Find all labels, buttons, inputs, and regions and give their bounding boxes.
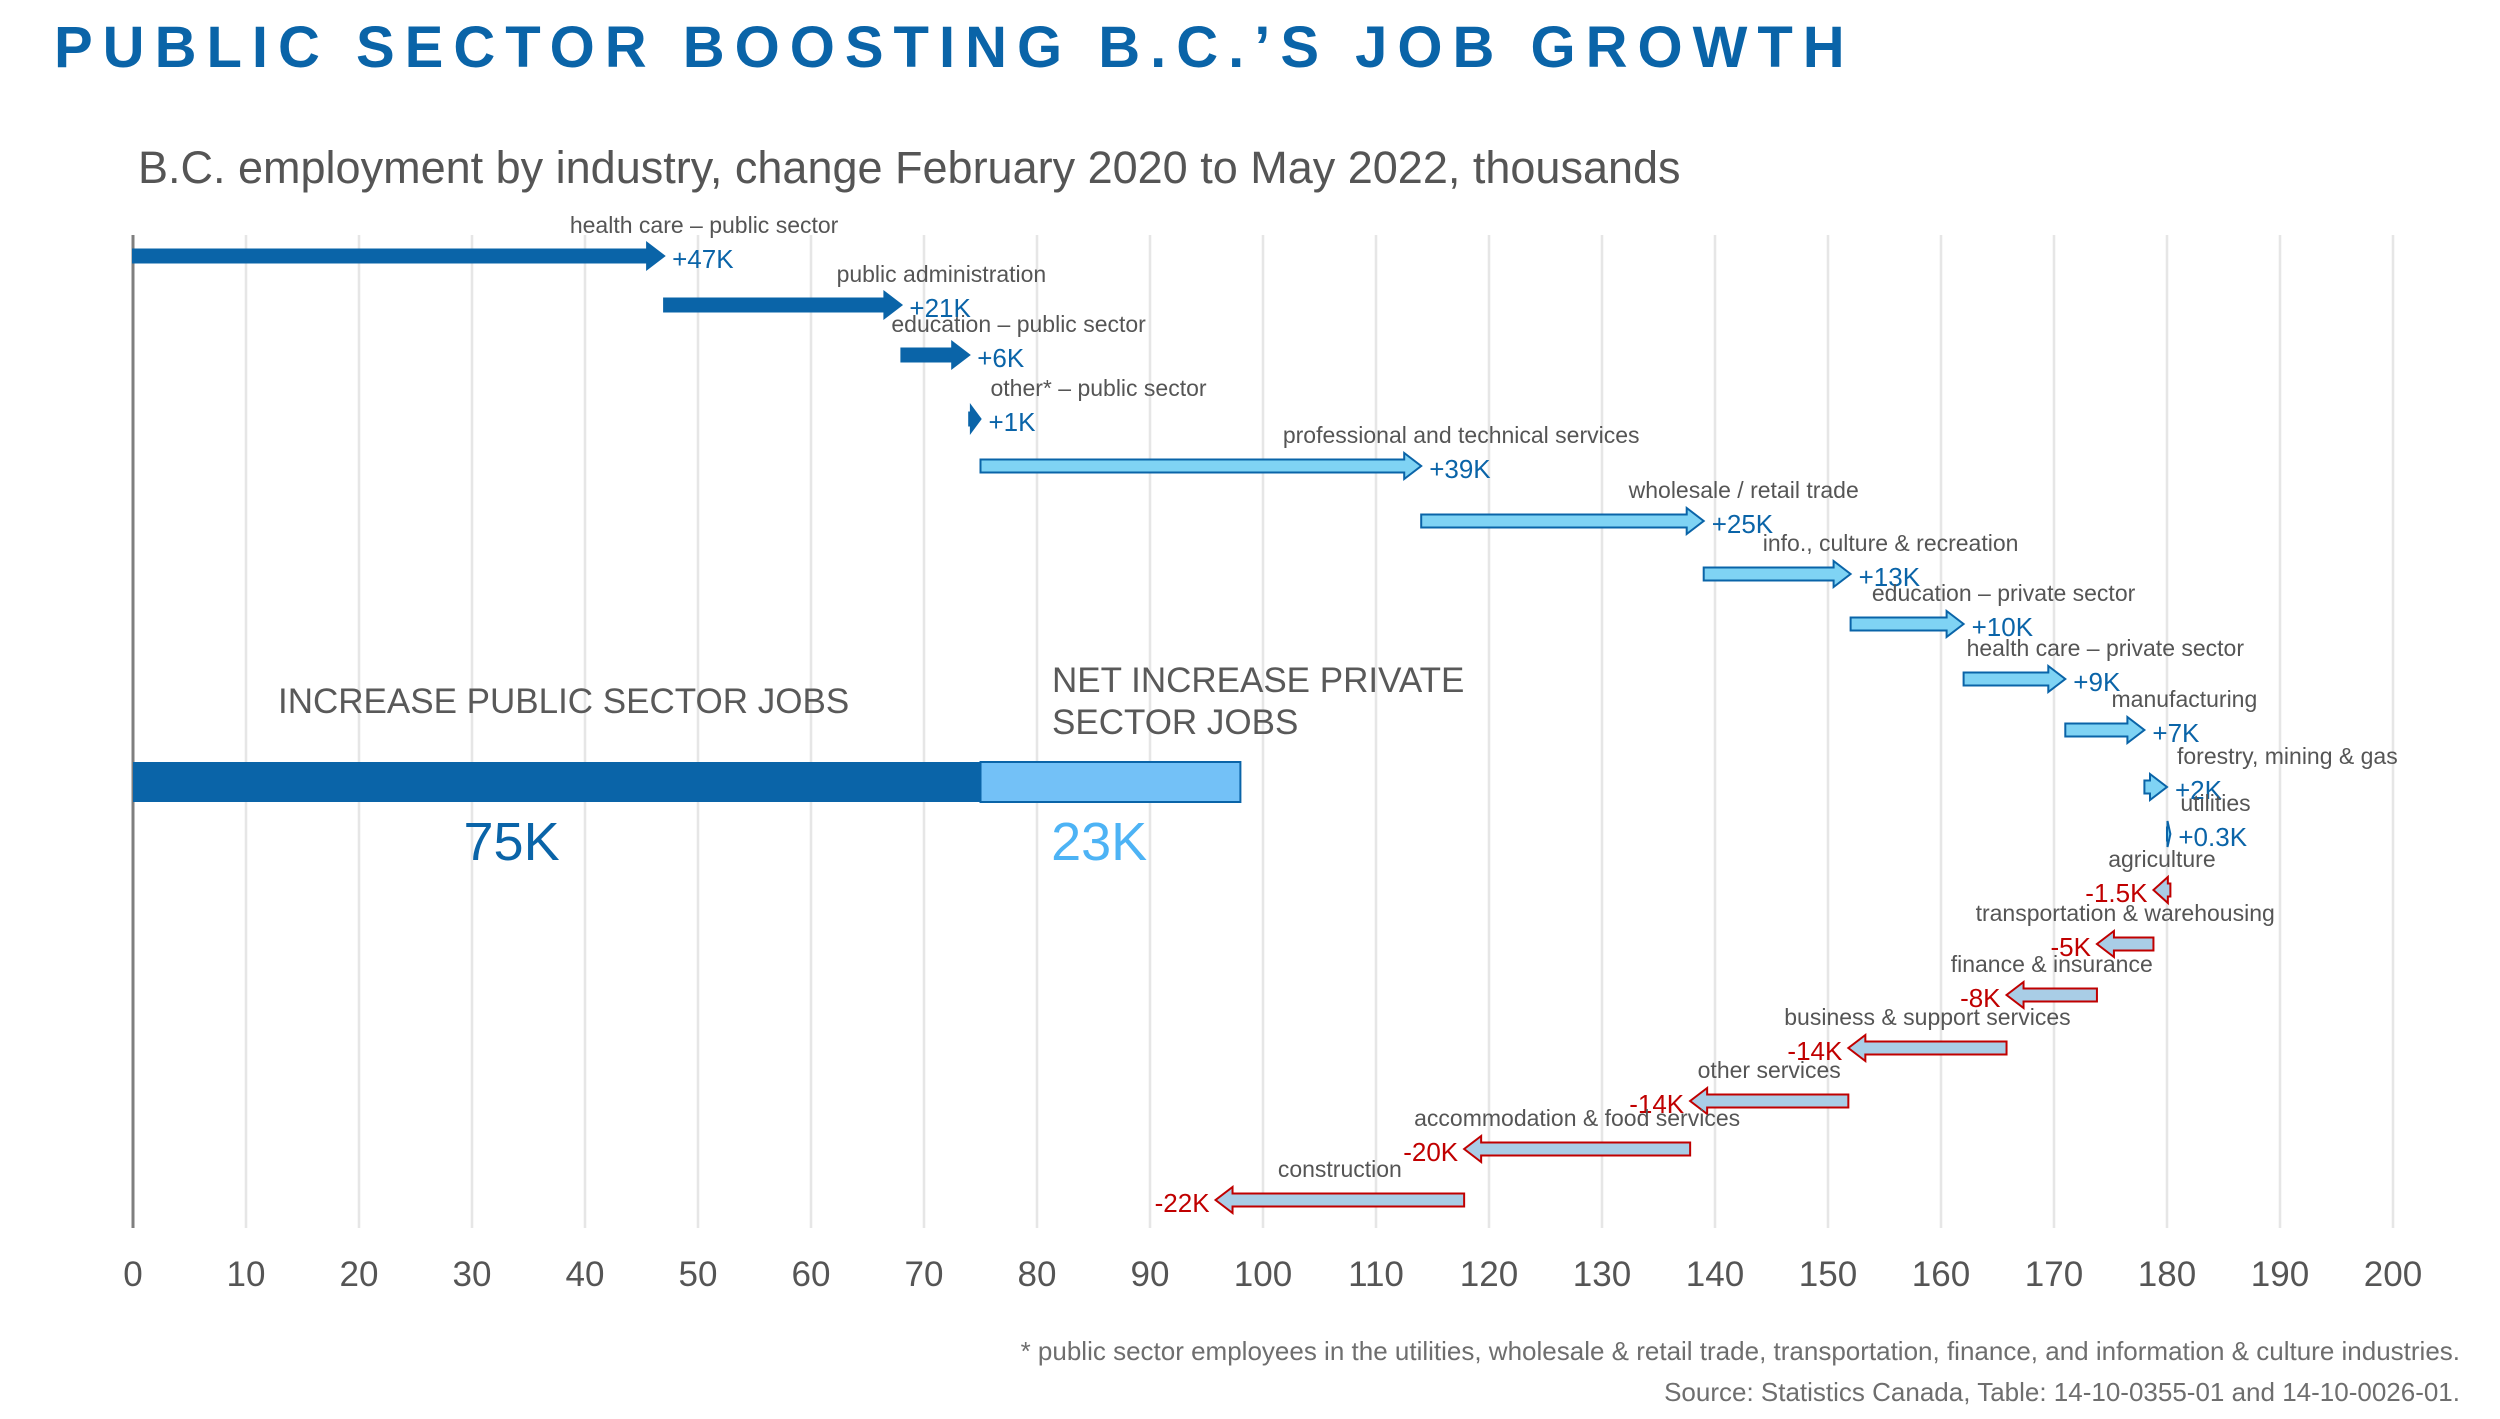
category-label: manufacturing: [2112, 686, 2258, 712]
x-tick-label: 20: [340, 1255, 379, 1294]
category-label: construction: [1278, 1156, 1402, 1182]
value-label: +25K: [1712, 509, 1774, 539]
category-label: other services: [1698, 1057, 1841, 1083]
footnote-source: Source: Statistics Canada, Table: 14-10-…: [1664, 1377, 2460, 1407]
footnote-note: * public sector employees in the utiliti…: [1020, 1336, 2460, 1366]
private-total-label-line1: NET INCREASE PRIVATE: [1052, 661, 1464, 700]
category-label: forestry, mining & gas: [2177, 743, 2398, 769]
category-label: agriculture: [2108, 846, 2215, 872]
value-label: +13K: [1859, 562, 1921, 592]
arrow-5: [979, 450, 1423, 482]
chart-subtitle: B.C. employment by industry, change Febr…: [138, 142, 1681, 193]
category-label: transportation & warehousing: [1976, 900, 2275, 926]
arrow-15: [2004, 979, 2098, 1011]
value-label: +39K: [1429, 454, 1491, 484]
value-label: +1K: [989, 407, 1037, 437]
value-label: -14K: [1629, 1089, 1685, 1119]
x-tick-label: 10: [227, 1255, 266, 1294]
value-label: +47K: [672, 244, 734, 274]
category-label: finance & insurance: [1951, 951, 2153, 977]
arrow-9: [1962, 663, 2067, 695]
category-label: wholesale / retail trade: [1628, 477, 1859, 503]
x-tick-label: 140: [1686, 1255, 1744, 1294]
category-label: health care – public sector: [570, 212, 839, 238]
public-total-value: 75K: [464, 812, 560, 872]
value-label: -22K: [1155, 1188, 1211, 1218]
category-label: info., culture & recreation: [1763, 530, 2019, 556]
private-total-bar: [979, 761, 1242, 803]
x-tick-label: 180: [2138, 1255, 2196, 1294]
category-label: accommodation & food services: [1414, 1105, 1740, 1131]
arrow-8: [1849, 608, 1966, 640]
value-label: +7K: [2152, 718, 2200, 748]
value-label: -20K: [1403, 1137, 1459, 1167]
value-label: +0.3K: [2178, 822, 2247, 852]
value-label: +2K: [2175, 775, 2223, 805]
x-tick-label: 150: [1799, 1255, 1857, 1294]
arrow-11: [2143, 771, 2169, 803]
category-label: public administration: [837, 261, 1047, 287]
x-tick-label: 170: [2025, 1255, 2083, 1294]
arrow-3: [900, 339, 971, 371]
x-tick-label: 60: [792, 1255, 831, 1294]
x-tick-label: 70: [905, 1255, 944, 1294]
category-label: education – private sector: [1872, 580, 2136, 606]
arrow-1: [132, 240, 666, 272]
value-label: -14K: [1787, 1036, 1843, 1066]
x-tick-label: 40: [566, 1255, 605, 1294]
arrow-7: [1702, 558, 1853, 590]
arrow-2: [663, 289, 904, 321]
value-label: -5K: [2050, 932, 2091, 962]
x-tick-label: 190: [2251, 1255, 2309, 1294]
value-label: -1.5K: [2085, 878, 2148, 908]
private-total-value: 23K: [1051, 812, 1147, 872]
arrow-19: [1213, 1184, 1466, 1216]
category-label: professional and technical services: [1283, 422, 1640, 448]
arrow-17: [1688, 1085, 1850, 1117]
private-total-label-line2: SECTOR JOBS: [1052, 703, 1298, 742]
arrow-16: [1846, 1032, 2008, 1064]
arrow-14: [2095, 928, 2155, 960]
x-tick-label: 100: [1234, 1255, 1292, 1294]
category-label: health care – private sector: [1967, 635, 2245, 661]
x-tick-label: 80: [1018, 1255, 1057, 1294]
category-label: other* – public sector: [991, 375, 1207, 401]
category-label: education – public sector: [891, 311, 1146, 337]
category-label: business & support services: [1784, 1004, 2070, 1030]
x-tick-label: 160: [1912, 1255, 1970, 1294]
x-tick-label: 130: [1573, 1255, 1631, 1294]
x-tick-label: 0: [123, 1255, 142, 1294]
x-tick-label: 30: [453, 1255, 492, 1294]
arrow-4: [968, 402, 982, 436]
value-label: +9K: [2073, 667, 2121, 697]
x-tick-label: 110: [1348, 1255, 1404, 1294]
arrow-12: [2166, 820, 2172, 848]
arrow-18: [1462, 1133, 1692, 1165]
value-label: +10K: [1972, 612, 2034, 642]
category-label: utilities: [2180, 790, 2250, 816]
x-tick-label: 90: [1131, 1255, 1170, 1294]
x-tick-label: 50: [679, 1255, 718, 1294]
public-total-bar: [133, 762, 981, 802]
arrow-10: [2064, 714, 2147, 746]
value-label: +21K: [909, 293, 971, 323]
value-label: -8K: [1960, 983, 2001, 1013]
chart-title: PUBLIC SECTOR BOOSTING B.C.’S JOB GROWTH: [54, 15, 1855, 80]
arrow-6: [1420, 505, 1706, 537]
x-tick-label: 120: [1460, 1255, 1518, 1294]
arrow-13: [2151, 874, 2172, 906]
value-label: +6K: [977, 343, 1025, 373]
public-total-label: INCREASE PUBLIC SECTOR JOBS: [278, 682, 849, 721]
x-tick-label: 200: [2364, 1255, 2422, 1294]
